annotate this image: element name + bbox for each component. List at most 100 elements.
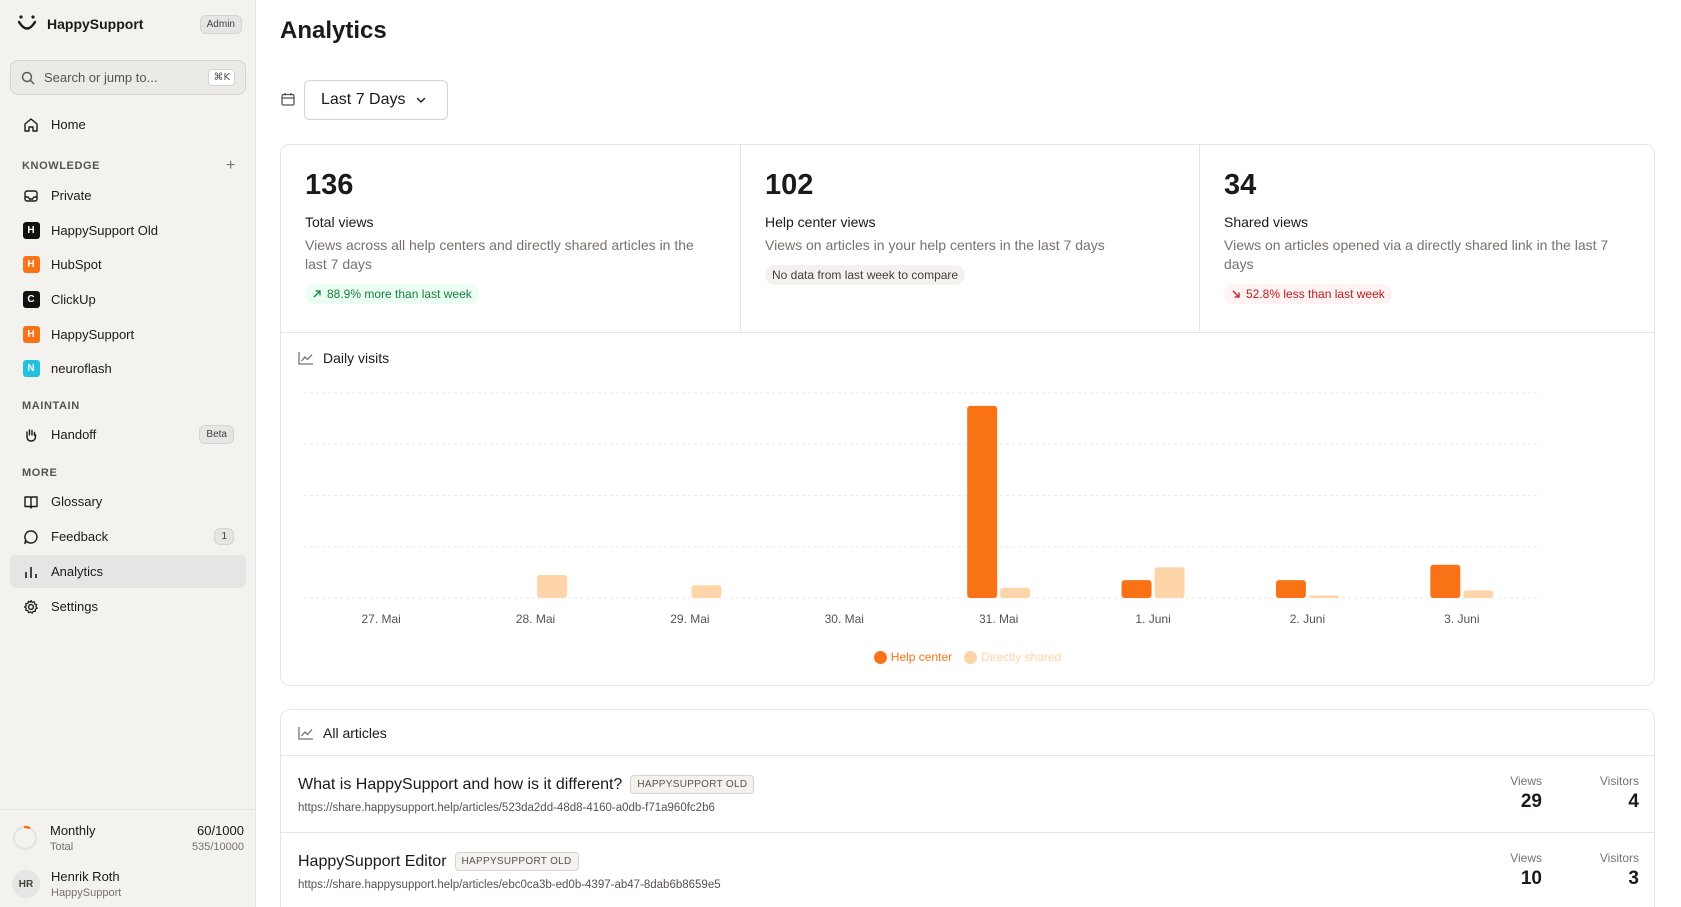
legend-item-directly-shared[interactable]: Directly shared [964,650,1061,664]
bar-chart-icon [22,563,40,581]
sidebar-item-settings[interactable]: Settings [10,590,246,623]
stat-description: Views on articles in your help centers i… [765,237,1105,253]
date-range-select[interactable]: Last 7 Days [304,80,448,120]
chart-legend: Help center Directly shared [281,650,1654,664]
avatar: HR [12,870,40,898]
views-metric: Views 29 [1510,774,1542,813]
section-knowledge: KNOWLEDGE [22,160,101,172]
chart-title: Daily visits [323,350,390,366]
trend-text: 88.9% more than last week [327,287,472,301]
usage-total-value: 535/10000 [192,841,244,853]
stat-value: 136 [305,169,354,201]
sidebar-item-feedback[interactable]: Feedback 1 [10,520,246,553]
metric-label: Visitors [1599,851,1639,865]
x-tick-label: 3. Juni [1444,612,1479,626]
search-icon [21,71,35,84]
sidebar-item-label: ClickUp [51,292,96,307]
visitors-metric: Visitors 3 [1600,851,1639,890]
article-title[interactable]: HappySupport Editor [298,852,447,870]
usage-monthly-value: 60/1000 [197,823,244,838]
stat-label: Shared views [1224,214,1309,230]
analytics-card: 136 Total views Views across all help ce… [280,144,1655,686]
line-chart-icon [298,726,313,740]
search-input[interactable]: Search or jump to... ⌘K [10,60,246,95]
bar-directly-shared [1000,587,1031,598]
trend-neutral-badge: No data from last week to compare [765,265,966,285]
sidebar: HappySupport Admin Search or jump to... … [0,0,256,907]
sidebar-item-private[interactable]: Private [10,179,246,212]
metric-label: Visitors [1599,774,1639,788]
table-row[interactable]: HappySupport Editor HAPPYSUPPORT OLD htt… [281,833,1654,907]
metric-value: 4 [1628,791,1639,812]
article-url[interactable]: https://share.happysupport.help/articles… [298,802,715,814]
user-org: HappySupport [51,887,122,899]
page-title: Analytics [280,17,387,44]
trend-up-badge: 88.9% more than last week [305,284,479,304]
search-placeholder: Search or jump to... [44,70,158,85]
sidebar-item-analytics[interactable]: Analytics [10,555,246,588]
x-tick-label: 28. Mai [516,612,555,626]
usage-row[interactable]: Monthly Total 60/1000 535/10000 [12,820,244,856]
sidebar-item-handoff[interactable]: Handoff Beta [10,418,246,451]
user-name: Henrik Roth [51,869,120,884]
legend-item-help-center[interactable]: Help center [873,650,952,664]
stat-value: 102 [765,169,814,201]
trend-down-badge: 52.8% less than last week [1224,284,1392,304]
x-tick-label: 29. Mai [670,612,709,626]
workspace-c-icon: C [22,291,40,309]
sidebar-item-label: neuroflash [51,361,112,376]
sidebar-item-happysupport-old[interactable]: H HappySupport Old [10,214,246,247]
bar-help-center [1430,564,1461,598]
usage-label: Monthly [50,823,96,838]
sidebar-item-label: Home [51,117,86,132]
line-chart-icon [298,352,313,365]
stat-label: Help center views [765,214,876,230]
bar-directly-shared [1463,590,1494,598]
hand-icon [22,426,40,444]
bar-help-center [967,405,998,598]
workspace-h-icon: H [22,256,40,274]
usage-ring-icon [12,825,38,851]
sidebar-item-home[interactable]: Home [10,108,246,141]
feedback-count-badge: 1 [214,528,234,545]
sidebar-item-neuroflash[interactable]: N neuroflash [10,352,246,385]
articles-title: All articles [323,724,387,741]
sidebar-item-glossary[interactable]: Glossary [10,485,246,518]
metric-value: 29 [1520,791,1542,812]
sidebar-item-label: HappySupport Old [51,223,158,238]
daily-visits-chart: 27. Mai 28. Mai 29. Mai 30. Mai 31. Mai 1. Ju… [304,392,1539,626]
x-tick-label: 30. Mai [825,612,864,626]
gear-icon [22,598,40,616]
article-title[interactable]: What is HappySupport and how is it diffe… [298,775,623,793]
bar-directly-shared [1308,595,1339,598]
sidebar-item-label: Feedback [51,529,109,544]
bar-directly-shared [691,585,722,598]
date-range-value: Last 7 Days [321,91,406,108]
search-shortcut: ⌘K [208,69,235,86]
arrow-up-right-icon [313,290,321,298]
home-icon [22,116,40,134]
workspace-h-icon: H [22,326,40,344]
chevron-down-icon [417,97,426,103]
x-tick-label: 31. Mai [979,612,1018,626]
add-knowledge-icon[interactable]: + [226,157,236,174]
bar-directly-shared [537,574,568,598]
stat-description: Views across all help centers and direct… [305,237,694,272]
sidebar-item-label: Handoff [51,427,97,442]
visitors-metric: Visitors 4 [1600,774,1639,813]
article-url[interactable]: https://share.happysupport.help/articles… [298,879,721,891]
sidebar-item-hubspot[interactable]: H HubSpot [10,248,246,281]
x-tick-label: 27. Mai [362,612,401,626]
user-menu[interactable]: HR Henrik Roth HappySupport [12,866,244,902]
sidebar-item-happysupport[interactable]: H HappySupport [10,318,246,351]
divider [281,332,1654,333]
trend-text: 52.8% less than last week [1246,287,1385,301]
sidebar-item-clickup[interactable]: C ClickUp [10,283,246,316]
happy-logo-icon [17,15,37,30]
sidebar-item-label: Analytics [51,564,104,579]
stat-shared-views: 34 Shared views Views on articles opened… [1199,145,1656,332]
bar-help-center [1275,580,1306,598]
brand[interactable]: HappySupport Admin [16,12,242,36]
table-row[interactable]: What is HappySupport and how is it diffe… [281,756,1654,833]
admin-badge: Admin [199,14,242,34]
